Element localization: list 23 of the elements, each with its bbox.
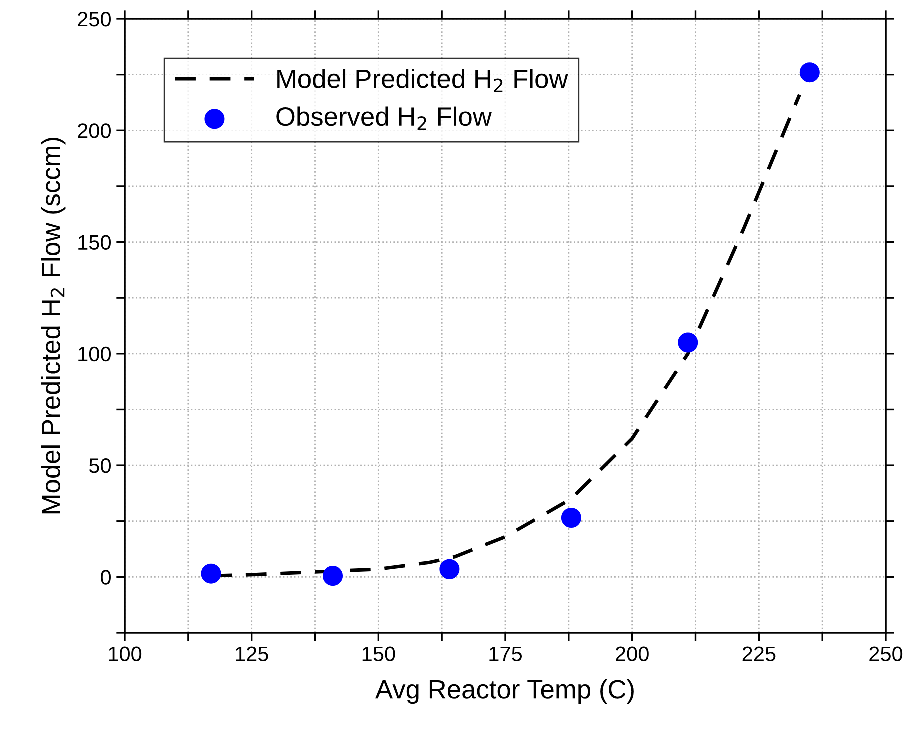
x-tick-label: 100 [109,646,142,662]
y-tick-label: 50 [89,458,111,474]
point [678,332,698,353]
point [322,566,344,586]
y-tick-label: 0 [101,570,111,585]
x-tick-label: 250 [870,646,903,662]
legend-label: Observed H$_{2}$ Flow [276,106,492,130]
x-tick-label: 200 [616,646,649,662]
y-axis-title: Model Predicted H$_{2}$ Flow (sccm) [41,138,66,514]
point [561,508,582,528]
x-tick-label: 225 [742,646,776,662]
x-tick-label: 150 [362,646,396,662]
point [440,559,460,580]
y-tick-label: 100 [78,346,111,362]
point [201,564,222,584]
y-tick-label: 150 [78,235,111,250]
x-tick-label: 175 [490,646,522,662]
point [800,62,820,83]
legend-label: Model Predicted H$_{2}$ Flow [278,69,568,92]
x-tick-label: 125 [236,646,268,662]
x-axis-title: Avg Reactor Temp (C) [376,680,634,704]
y-tick-label: 200 [78,124,111,138]
y-tick-label: 250 [78,12,111,27]
